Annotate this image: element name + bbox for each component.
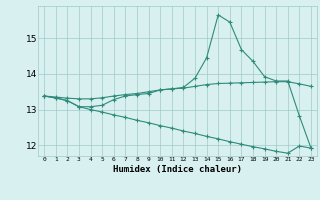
X-axis label: Humidex (Indice chaleur): Humidex (Indice chaleur): [113, 165, 242, 174]
